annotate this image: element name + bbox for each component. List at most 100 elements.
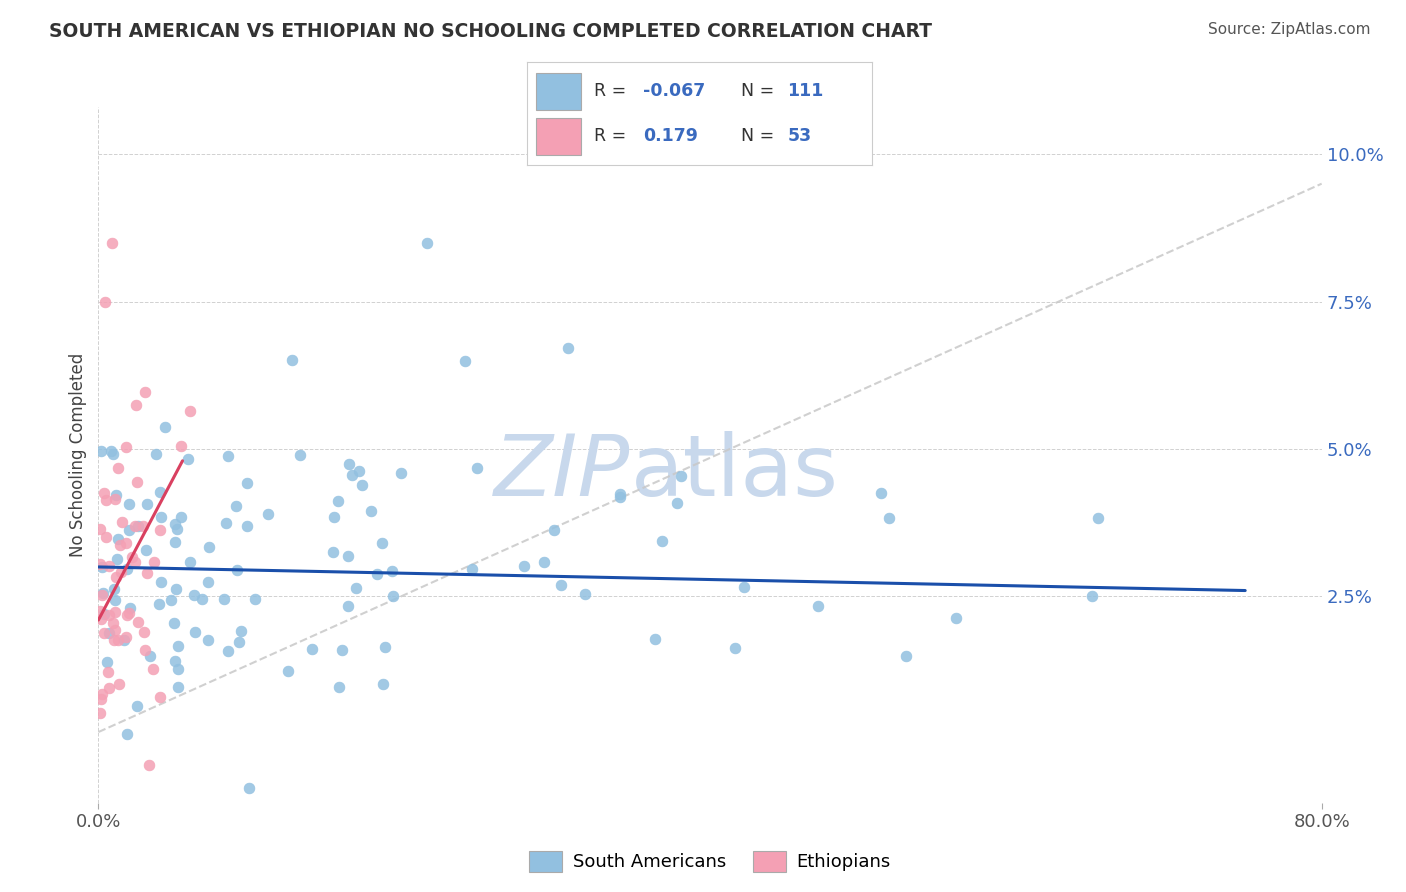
Point bbox=[103, 582, 125, 596]
Point bbox=[105, 570, 128, 584]
Point bbox=[131, 519, 153, 533]
Point bbox=[135, 566, 157, 581]
Point bbox=[301, 642, 323, 657]
Point bbox=[104, 605, 127, 619]
Point bbox=[347, 463, 370, 477]
Point bbox=[104, 624, 127, 638]
Point bbox=[163, 516, 186, 531]
Point bbox=[138, 758, 160, 772]
Point bbox=[191, 591, 214, 606]
Point bbox=[879, 511, 901, 525]
Point bbox=[1081, 590, 1104, 604]
Point bbox=[665, 496, 688, 510]
Point bbox=[101, 616, 124, 631]
Point bbox=[198, 541, 221, 555]
Point bbox=[111, 515, 134, 529]
Point bbox=[93, 625, 115, 640]
Point bbox=[609, 491, 631, 505]
Point bbox=[124, 555, 146, 569]
Point bbox=[243, 591, 266, 606]
Point bbox=[733, 580, 755, 594]
Point bbox=[115, 630, 138, 644]
Point bbox=[328, 680, 350, 694]
Text: -0.067: -0.067 bbox=[643, 82, 704, 100]
Point bbox=[212, 592, 235, 607]
Text: N =: N = bbox=[741, 128, 775, 145]
Point bbox=[165, 582, 187, 597]
Point bbox=[93, 486, 115, 500]
Point bbox=[870, 485, 893, 500]
Text: 53: 53 bbox=[787, 128, 811, 145]
Point bbox=[236, 475, 259, 490]
Point bbox=[149, 523, 172, 537]
Point bbox=[145, 447, 167, 461]
Point bbox=[104, 592, 127, 607]
Point bbox=[183, 588, 205, 602]
Point bbox=[166, 680, 188, 694]
Point bbox=[93, 585, 115, 599]
Point bbox=[321, 545, 343, 559]
Point bbox=[108, 677, 131, 691]
Point bbox=[326, 493, 349, 508]
Point bbox=[118, 601, 141, 615]
Point bbox=[217, 644, 239, 658]
Point bbox=[127, 615, 149, 630]
Point bbox=[98, 608, 121, 623]
Point bbox=[166, 662, 188, 676]
Text: atlas: atlas bbox=[630, 431, 838, 514]
Point bbox=[112, 633, 135, 648]
Point bbox=[557, 342, 579, 356]
Point bbox=[115, 535, 138, 549]
Point bbox=[177, 452, 200, 467]
Text: N =: N = bbox=[741, 82, 775, 100]
Point bbox=[671, 469, 693, 483]
Point bbox=[238, 781, 260, 796]
Point bbox=[107, 532, 129, 546]
Point bbox=[366, 567, 388, 582]
Point bbox=[107, 633, 129, 648]
Point bbox=[340, 468, 363, 483]
Point bbox=[513, 558, 536, 573]
Point bbox=[337, 549, 360, 564]
Text: R =: R = bbox=[595, 128, 627, 145]
Point bbox=[163, 615, 186, 630]
Point bbox=[127, 519, 149, 533]
Point bbox=[352, 478, 374, 492]
Point bbox=[228, 635, 250, 649]
FancyBboxPatch shape bbox=[536, 73, 581, 110]
Point bbox=[138, 649, 160, 664]
Point bbox=[125, 475, 148, 490]
Point bbox=[149, 690, 172, 704]
Point bbox=[416, 235, 439, 250]
Point bbox=[533, 555, 555, 569]
Point bbox=[323, 510, 346, 524]
Point bbox=[454, 353, 477, 368]
Point bbox=[97, 558, 120, 573]
Point bbox=[945, 610, 967, 624]
Text: R =: R = bbox=[595, 82, 627, 100]
Point bbox=[179, 404, 201, 418]
Point bbox=[135, 543, 157, 558]
Point bbox=[110, 565, 132, 579]
Point bbox=[374, 640, 396, 654]
Point bbox=[197, 633, 219, 648]
Point bbox=[117, 562, 139, 576]
Point bbox=[724, 641, 747, 656]
Point bbox=[101, 235, 124, 250]
Point bbox=[197, 574, 219, 589]
Point bbox=[143, 555, 166, 569]
Point bbox=[97, 665, 120, 679]
Point bbox=[167, 639, 190, 653]
Point bbox=[461, 562, 484, 576]
Point bbox=[165, 535, 187, 549]
Point bbox=[96, 493, 118, 508]
Point bbox=[89, 706, 111, 720]
Point bbox=[344, 581, 367, 595]
Point bbox=[169, 439, 191, 453]
Point bbox=[149, 574, 172, 589]
Point bbox=[574, 587, 596, 601]
Point bbox=[110, 538, 132, 552]
Point bbox=[118, 497, 141, 511]
Point bbox=[226, 563, 249, 577]
Point bbox=[360, 503, 382, 517]
